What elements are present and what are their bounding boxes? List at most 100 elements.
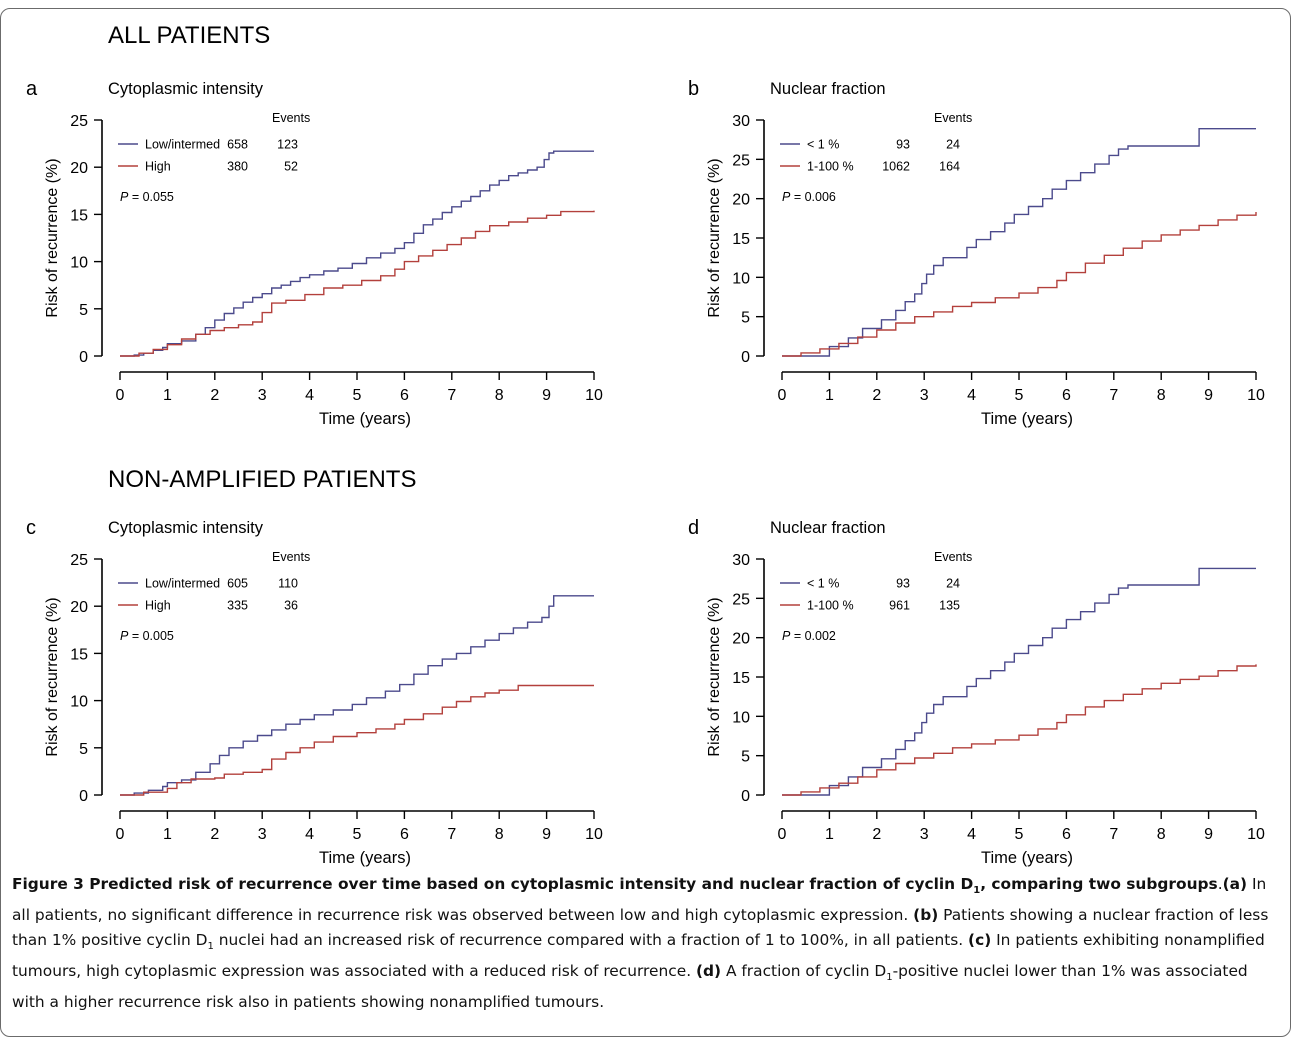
legend-series-name: High bbox=[145, 160, 171, 174]
y-tick-label: 15 bbox=[70, 646, 88, 663]
x-tick-label: 8 bbox=[1157, 387, 1166, 404]
caption-b-label: (b) bbox=[913, 906, 939, 925]
caption-title-sub: 1 bbox=[973, 885, 981, 897]
x-tick-label: 3 bbox=[258, 387, 267, 404]
x-tick-label: 8 bbox=[495, 826, 504, 843]
group-title-all-patients: ALL PATIENTS bbox=[108, 22, 271, 49]
p-value-number: = 0.005 bbox=[128, 629, 174, 643]
y-tick-label: 5 bbox=[79, 302, 88, 319]
legend-series-name: 1-100 % bbox=[807, 599, 854, 613]
legend-n: 961 bbox=[889, 599, 910, 613]
x-tick-label: 3 bbox=[920, 826, 929, 843]
y-tick-label: 0 bbox=[79, 788, 88, 805]
y-axis-label: Risk of recurrence (%) bbox=[706, 597, 723, 756]
x-axis-label: Time (years) bbox=[981, 849, 1073, 867]
x-tick-label: 0 bbox=[116, 387, 125, 404]
p-value-label: P bbox=[120, 629, 129, 643]
figure-frame bbox=[0, 8, 1291, 1037]
series-line-1 bbox=[782, 128, 1256, 357]
x-tick-label: 8 bbox=[1157, 826, 1166, 843]
x-tick-label: 0 bbox=[778, 387, 787, 404]
y-tick-label: 5 bbox=[741, 310, 750, 327]
legend-series-name: High bbox=[145, 599, 171, 613]
x-axis-label: Time (years) bbox=[319, 849, 411, 867]
legend-events: 24 bbox=[946, 577, 960, 591]
p-value-label: P bbox=[782, 190, 791, 204]
caption-b-text2: nuclei had an increased risk of recurren… bbox=[213, 931, 969, 950]
chart-panel-b: b Nuclear fraction 0 5 10 15 20 25 30 0 1 2 3 4 5 6 7 8 9 1… bbox=[680, 66, 1293, 486]
series-line-2 bbox=[120, 210, 595, 357]
legend-events: 164 bbox=[939, 160, 960, 174]
x-tick-label: 1 bbox=[163, 826, 172, 843]
x-axis-label: Time (years) bbox=[319, 410, 411, 428]
x-tick-label: 4 bbox=[305, 826, 314, 843]
legend-events: 52 bbox=[284, 160, 298, 174]
x-tick-label: 9 bbox=[1204, 826, 1213, 843]
panel-title: Cytoplasmic intensity bbox=[108, 80, 264, 98]
panel-letter-b: b bbox=[688, 78, 699, 100]
chart-panel-a: a Cytoplasmic intensity 0 5 10 15 20 25 0 1 2 3 4 5 6 7… bbox=[18, 66, 658, 486]
group-title-non-amplified-patients: NON-AMPLIFIED PATIENTS bbox=[108, 466, 417, 493]
x-tick-label: 1 bbox=[825, 826, 834, 843]
legend-n: 605 bbox=[227, 577, 248, 591]
p-value: P = 0.055 bbox=[120, 190, 174, 204]
series-line-1 bbox=[782, 567, 1256, 796]
x-tick-label: 6 bbox=[1062, 826, 1071, 843]
legend-series-name: < 1 % bbox=[807, 138, 839, 152]
x-tick-label: 6 bbox=[400, 826, 409, 843]
series-line-2 bbox=[782, 664, 1257, 796]
chart-panel-c: c Cytoplasmic intensity 0 5 10 15 20 25 0 1 2 3 4 5 6 7… bbox=[18, 505, 658, 925]
legend-events: 123 bbox=[277, 138, 298, 152]
caption-d-text2: -positive nuclei lower than 1% was assoc… bbox=[12, 962, 1248, 1012]
caption-d-text1: A fraction of cyclin D bbox=[721, 962, 887, 981]
y-tick-label: 10 bbox=[70, 255, 88, 272]
legend-events-header: Events bbox=[272, 550, 310, 564]
y-tick-label: 20 bbox=[70, 599, 88, 616]
y-tick-label: 25 bbox=[70, 113, 88, 130]
p-value: P = 0.002 bbox=[782, 629, 836, 643]
x-tick-label: 5 bbox=[1015, 387, 1024, 404]
p-value-label: P bbox=[782, 629, 791, 643]
y-tick-label: 20 bbox=[732, 192, 750, 209]
x-tick-label: 7 bbox=[447, 826, 456, 843]
x-tick-label: 10 bbox=[1247, 387, 1265, 404]
x-tick-label: 4 bbox=[305, 387, 314, 404]
x-tick-label: 3 bbox=[920, 387, 929, 404]
caption-a-text: In all patients, no significant differen… bbox=[12, 875, 1267, 925]
x-tick-label: 0 bbox=[778, 826, 787, 843]
legend-series-name: Low/intermed bbox=[145, 138, 220, 152]
caption-b-text1: Patients showing a nuclear fraction of l… bbox=[12, 906, 1269, 950]
chart-svg-d: d Nuclear fraction 0 5 10 15 20 25 30 0 1 2 3 4 5 6 7 8 9 1… bbox=[688, 517, 1265, 867]
caption-title-part2: , comparing two subgroups bbox=[980, 875, 1218, 893]
x-tick-label: 1 bbox=[163, 387, 172, 404]
panel-letter-c: c bbox=[26, 517, 36, 539]
x-tick-label: 5 bbox=[353, 826, 362, 843]
y-tick-label: 0 bbox=[741, 349, 750, 366]
chart-svg-b: b Nuclear fraction 0 5 10 15 20 25 30 0 1 2 3 4 5 6 7 8 9 1… bbox=[688, 78, 1265, 428]
x-tick-label: 0 bbox=[116, 826, 125, 843]
y-tick-label: 30 bbox=[732, 552, 750, 569]
panel-title: Nuclear fraction bbox=[770, 519, 886, 537]
caption-c-text: In patients exhibiting nonamplified tumo… bbox=[12, 931, 1265, 981]
x-tick-label: 2 bbox=[872, 826, 881, 843]
legend-events: 24 bbox=[946, 138, 960, 152]
y-tick-label: 15 bbox=[732, 231, 750, 248]
x-tick-label: 9 bbox=[542, 826, 551, 843]
x-tick-label: 9 bbox=[542, 387, 551, 404]
x-tick-label: 8 bbox=[495, 387, 504, 404]
y-tick-label: 10 bbox=[732, 270, 750, 287]
x-tick-label: 6 bbox=[1062, 387, 1071, 404]
panel-letter-a: a bbox=[26, 78, 38, 100]
caption-a-label: (a) bbox=[1222, 875, 1248, 893]
y-tick-label: 30 bbox=[732, 113, 750, 130]
legend-events-header: Events bbox=[272, 111, 310, 125]
series-line-2 bbox=[120, 684, 594, 796]
p-value-number: = 0.002 bbox=[790, 629, 836, 643]
legend-events: 36 bbox=[284, 599, 298, 613]
x-axis-label: Time (years) bbox=[981, 410, 1073, 428]
y-tick-label: 10 bbox=[70, 694, 88, 711]
x-tick-label: 10 bbox=[585, 387, 603, 404]
p-value-number: = 0.055 bbox=[128, 190, 174, 204]
legend-n: 93 bbox=[896, 138, 910, 152]
